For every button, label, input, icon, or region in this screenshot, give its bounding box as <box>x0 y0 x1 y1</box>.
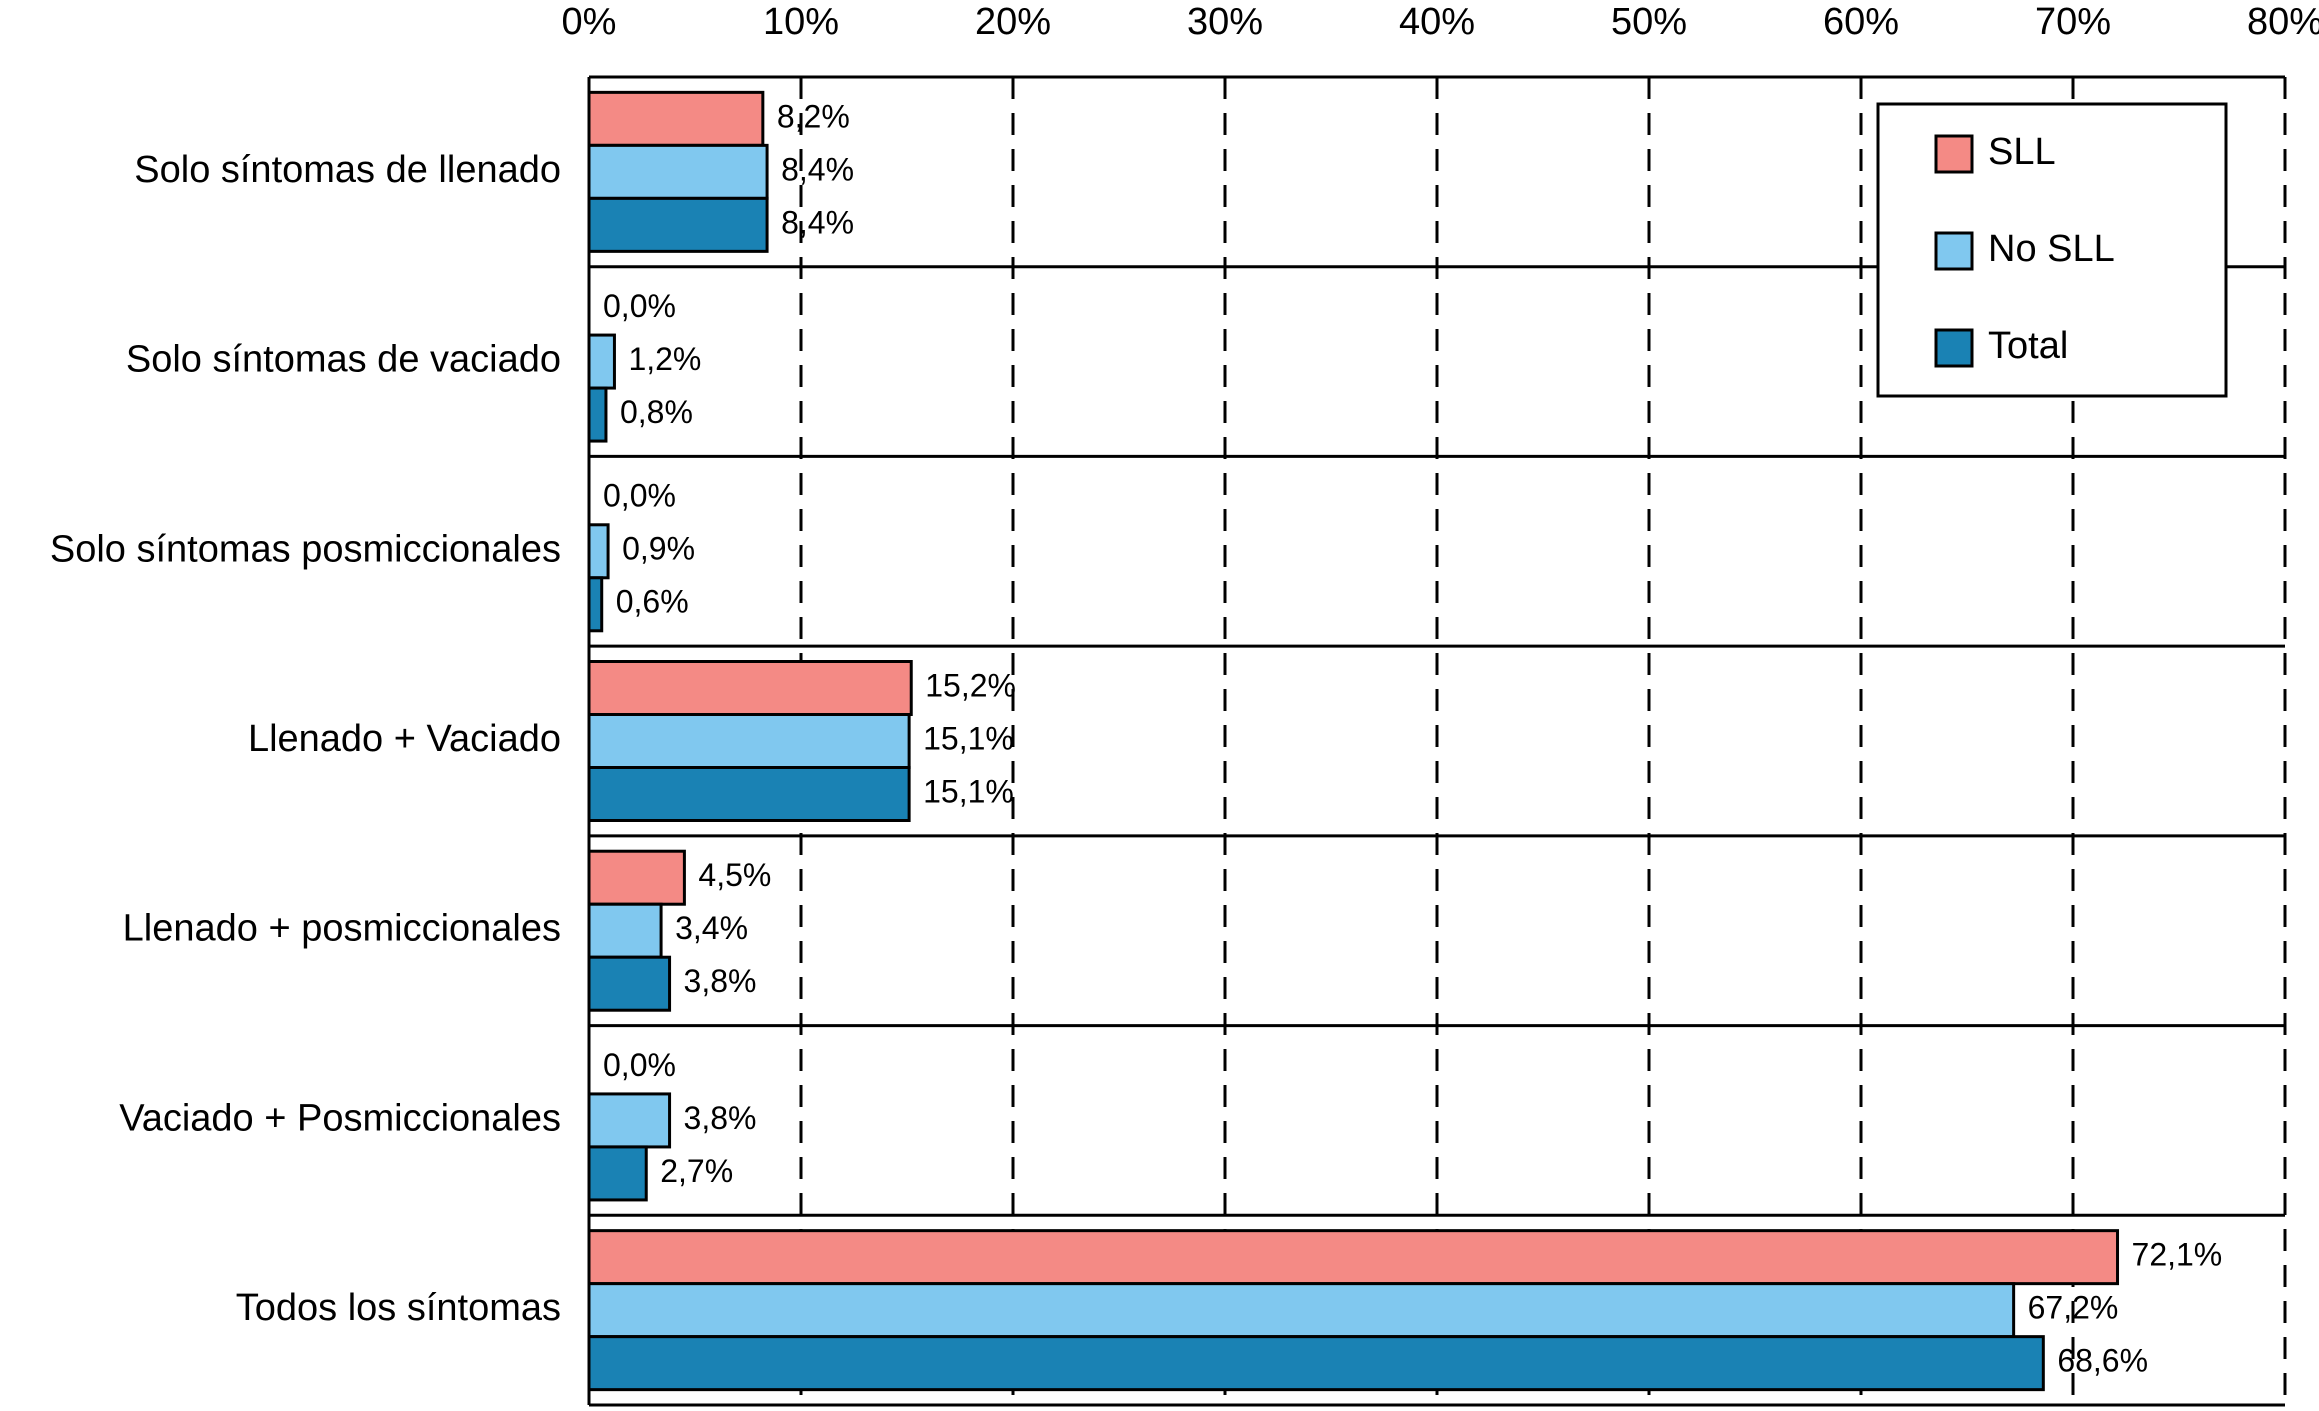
value-label: 8,2% <box>777 98 850 134</box>
x-tick-label: 60% <box>1823 1 1899 43</box>
bar <box>587 660 913 716</box>
x-tick-label: 10% <box>763 1 839 43</box>
x-tick-label: 50% <box>1611 1 1687 43</box>
x-tick-label: 70% <box>2035 1 2111 43</box>
value-label: 15,1% <box>923 720 1014 756</box>
value-label: 1,2% <box>628 341 701 377</box>
bar <box>587 196 769 253</box>
value-label: 8,4% <box>781 151 854 187</box>
bar <box>587 955 672 1012</box>
bar <box>587 849 686 906</box>
value-label: 0,0% <box>603 1047 676 1083</box>
bar <box>587 902 663 959</box>
legend-label: No SLL <box>1988 228 2115 270</box>
bar <box>587 386 608 443</box>
value-label: 3,8% <box>684 1100 757 1136</box>
bar <box>587 1092 672 1149</box>
y-tick-label: Llenado + posmiccionales <box>123 908 561 950</box>
value-label: 15,1% <box>923 773 1014 809</box>
legend-swatch <box>1934 328 1974 368</box>
value-label: 4,5% <box>698 857 771 893</box>
value-label: 0,6% <box>616 584 689 620</box>
y-tick-label: Solo síntomas de vaciado <box>126 339 561 381</box>
y-tick-label: Todos los síntomas <box>236 1287 561 1329</box>
legend-label: SLL <box>1988 131 2056 173</box>
value-label: 3,8% <box>684 963 757 999</box>
value-label: 67,2% <box>2028 1290 2119 1326</box>
bar <box>587 766 911 822</box>
bar <box>587 333 616 390</box>
value-label: 0,0% <box>603 478 676 514</box>
bar <box>587 1145 648 1202</box>
bar <box>587 1282 2016 1339</box>
x-tick-label: 0% <box>562 1 617 43</box>
x-tick-label: 40% <box>1399 1 1475 43</box>
y-tick-label: Solo síntomas de llenado <box>134 149 561 191</box>
bar <box>587 90 765 147</box>
value-label: 68,6% <box>2057 1343 2148 1379</box>
y-tick-label: Vaciado + Posmiccionales <box>119 1097 561 1139</box>
value-label: 15,2% <box>925 667 1016 703</box>
bar <box>587 1229 2120 1286</box>
y-tick-label: Llenado + Vaciado <box>248 718 561 760</box>
bar <box>587 523 610 580</box>
value-label: 2,7% <box>660 1153 733 1189</box>
bar <box>587 713 911 769</box>
legend-swatch <box>1934 134 1974 174</box>
legend-label: Total <box>1988 325 2068 367</box>
value-label: 8,4% <box>781 204 854 240</box>
value-label: 3,4% <box>675 910 748 946</box>
value-label: 72,1% <box>2132 1237 2223 1273</box>
value-label: 0,9% <box>622 531 695 567</box>
y-tick-label: Solo síntomas posmiccionales <box>50 528 561 570</box>
bar <box>587 576 604 633</box>
value-label: 0,8% <box>620 394 693 430</box>
x-tick-label: 30% <box>1187 1 1263 43</box>
x-tick-label: 80% <box>2247 1 2319 43</box>
x-tick-label: 20% <box>975 1 1051 43</box>
legend-swatch <box>1934 231 1974 271</box>
value-label: 0,0% <box>603 288 676 324</box>
bar <box>587 143 769 200</box>
bar <box>587 1335 2045 1392</box>
